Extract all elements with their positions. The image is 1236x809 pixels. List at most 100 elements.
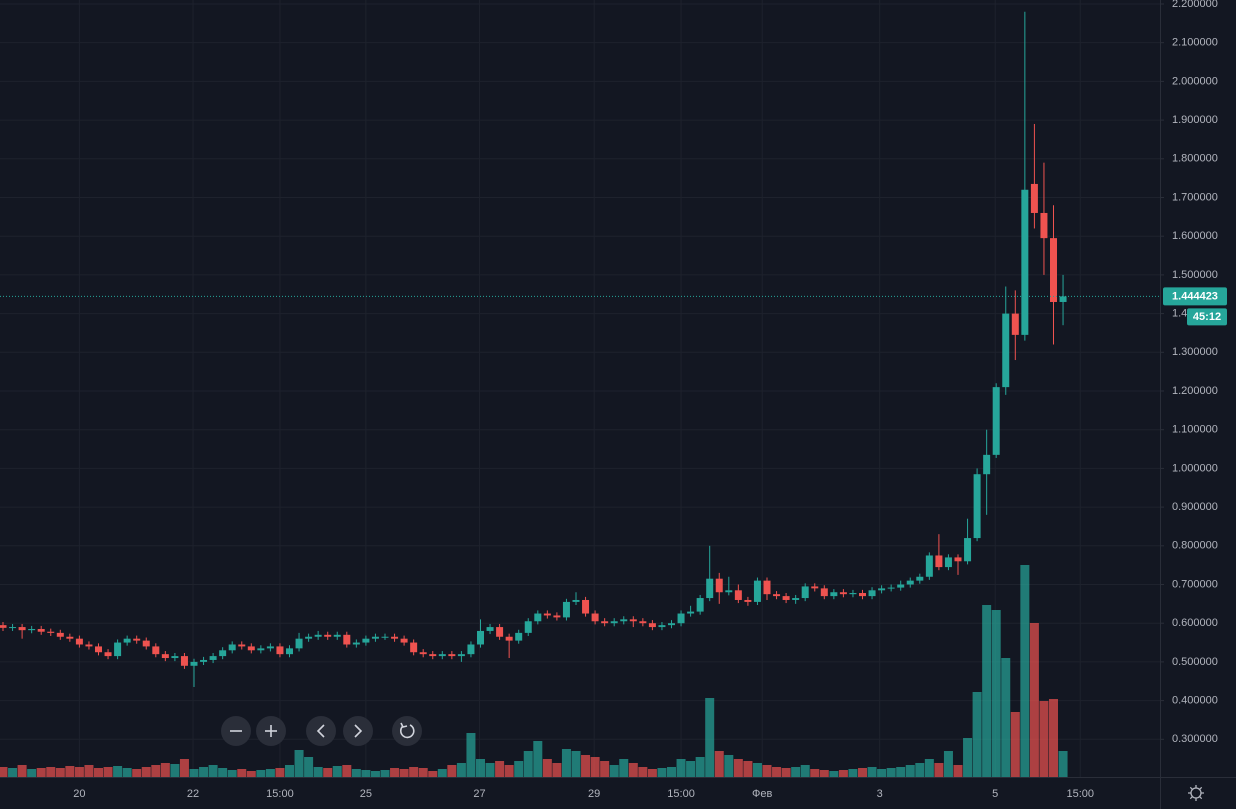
volume-bar — [886, 768, 896, 777]
candle-body — [906, 580, 914, 585]
candle-body — [792, 598, 800, 600]
countdown-box — [1187, 308, 1227, 326]
volume-bar — [1001, 658, 1011, 777]
volume-bar — [17, 765, 27, 777]
volume-bar — [294, 750, 304, 777]
zoom-in-button[interactable] — [256, 716, 286, 746]
candle-body — [171, 656, 179, 659]
button-bg[interactable] — [306, 716, 336, 746]
button-bg[interactable] — [343, 716, 373, 746]
candle-body — [419, 652, 427, 655]
y-tick-label: 2.100000 — [1172, 37, 1218, 49]
volume-bar — [36, 768, 46, 777]
candle-body — [429, 654, 437, 657]
candle-body — [629, 619, 637, 622]
candle-body — [668, 623, 675, 626]
candle-body — [677, 613, 685, 624]
volume-bar — [1058, 751, 1068, 777]
volume-bar — [800, 765, 810, 777]
volume-bar — [829, 771, 839, 777]
volume-bar — [304, 757, 314, 777]
candle-body — [820, 588, 828, 597]
candle-body — [515, 632, 523, 641]
candle-body — [925, 555, 933, 577]
scroll-right-button[interactable] — [343, 716, 373, 746]
volume-bar — [151, 765, 161, 777]
candle-body — [37, 629, 45, 632]
volume-bar — [74, 767, 84, 777]
x-tick-label: 3 — [877, 788, 883, 800]
candle-body — [753, 580, 761, 602]
volume-bar — [1049, 699, 1058, 777]
candle-body — [1059, 296, 1067, 302]
axis-layer: 0.300000 0.400000 0.500000 0.600000 0.700000… — [73, 0, 1218, 800]
candle-body — [591, 613, 599, 622]
y-tick-label: 2.200000 — [1172, 0, 1218, 10]
candle-body — [305, 636, 313, 639]
volume-bar — [409, 767, 419, 777]
candle-body — [286, 648, 293, 655]
candle-body — [562, 601, 570, 618]
candle-body — [773, 594, 781, 597]
volume-bar — [647, 769, 657, 777]
volume-bar — [179, 759, 189, 777]
volume-bar — [256, 770, 266, 777]
volume-bar — [686, 761, 696, 777]
candle-body — [639, 621, 647, 624]
candle-body — [706, 578, 714, 599]
volume-bar — [141, 767, 151, 777]
candle-body — [935, 555, 943, 568]
candle-body — [200, 659, 208, 662]
candle-body — [56, 632, 64, 637]
volume-bar — [905, 765, 915, 777]
zoom-out-button[interactable] — [221, 716, 251, 746]
reset-button[interactable] — [392, 716, 422, 746]
candle-body — [1050, 238, 1057, 302]
y-tick-label: 1.500000 — [1172, 269, 1218, 281]
candle-body — [610, 621, 618, 624]
candle-body — [295, 638, 303, 649]
candle-body — [839, 592, 847, 595]
y-tick-label: 2.000000 — [1172, 75, 1218, 87]
y-tick-label: 1.900000 — [1172, 114, 1218, 126]
volume-bar — [84, 765, 94, 777]
candle-body — [696, 598, 704, 612]
candle-body — [859, 593, 866, 597]
volume-bar — [275, 768, 285, 777]
volume-bar — [877, 769, 887, 777]
volume-bar — [170, 764, 180, 777]
volume-bar — [676, 759, 686, 777]
candle-body — [887, 587, 895, 589]
scroll-left-button[interactable] — [306, 716, 336, 746]
last-price-label: 1.444423 — [1172, 290, 1218, 302]
candle-body — [849, 593, 857, 595]
candle-body — [457, 654, 465, 657]
y-tick-label: 1.200000 — [1172, 385, 1218, 397]
y-tick-label: 0.500000 — [1172, 656, 1218, 668]
volume-bar — [1010, 712, 1020, 777]
button-bg[interactable] — [392, 716, 422, 746]
settings-button[interactable] — [1188, 785, 1204, 801]
candle-body — [28, 629, 36, 631]
x-tick-label: 22 — [187, 788, 199, 800]
volume-bar — [370, 771, 380, 777]
candle-body — [314, 634, 322, 637]
candle-body — [543, 613, 551, 616]
y-tick-label: 0.900000 — [1172, 501, 1218, 513]
volume-bar — [810, 769, 820, 777]
volume-bar — [246, 771, 256, 777]
candle-layer — [0, 11, 1067, 688]
volume-bar — [495, 761, 505, 777]
candle-body — [878, 588, 886, 591]
candle-body — [104, 652, 112, 657]
candle-body — [944, 557, 952, 568]
volume-bar — [581, 755, 591, 777]
volume-bar — [762, 765, 772, 777]
candle-body — [0, 625, 7, 628]
candle-body — [209, 656, 217, 660]
volume-bar — [514, 761, 524, 777]
candle-body — [715, 578, 723, 593]
volume-bar — [65, 766, 75, 777]
icon — [316, 724, 325, 738]
